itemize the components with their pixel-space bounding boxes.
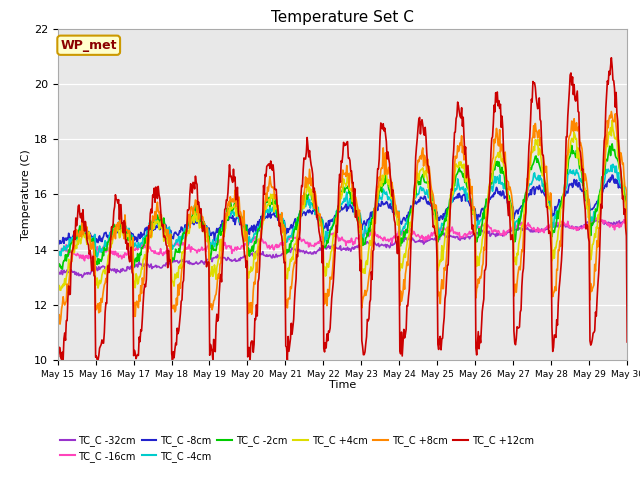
TC_C +12cm [64, 295, 72, 301]
Y-axis label: Temperature (C): Temperature (C) [21, 149, 31, 240]
TC_C +4cm [211, 267, 219, 273]
TC_C +4cm [608, 118, 616, 123]
TC_C -32cm [54, 272, 61, 277]
TC_C -16cm [211, 238, 219, 243]
TC_C -4cm [124, 233, 131, 239]
TC_C -4cm [93, 254, 101, 260]
TC_C -8cm [428, 204, 436, 210]
TC_C -16cm [81, 258, 88, 264]
TC_C +12cm [124, 247, 131, 252]
TC_C -2cm [429, 204, 437, 210]
TC_C -4cm [211, 241, 219, 247]
Line: TC_C -16cm: TC_C -16cm [58, 217, 627, 261]
Line: TC_C -4cm: TC_C -4cm [58, 164, 627, 257]
TC_C +12cm [93, 357, 101, 363]
TC_C -32cm [623, 216, 631, 222]
TC_C +8cm [124, 227, 131, 233]
TC_C -8cm [412, 200, 419, 206]
TC_C -16cm [181, 244, 189, 250]
TC_C -4cm [429, 201, 437, 206]
Line: TC_C -8cm: TC_C -8cm [58, 175, 627, 247]
Text: WP_met: WP_met [60, 39, 117, 52]
TC_C -4cm [54, 254, 61, 260]
TC_C +12cm [623, 339, 631, 345]
TC_C -8cm [623, 207, 631, 213]
Line: TC_C +12cm: TC_C +12cm [58, 58, 627, 360]
TC_C -32cm [78, 275, 86, 280]
TC_C -16cm [623, 219, 631, 225]
TC_C -8cm [64, 237, 72, 242]
TC_C +8cm [65, 282, 72, 288]
Line: TC_C +4cm: TC_C +4cm [58, 120, 627, 290]
TC_C -2cm [608, 141, 616, 147]
TC_C +4cm [54, 286, 61, 292]
TC_C -32cm [211, 255, 219, 261]
TC_C +8cm [607, 108, 615, 114]
TC_C +8cm [429, 192, 437, 197]
TC_C +4cm [413, 180, 420, 186]
Line: TC_C -32cm: TC_C -32cm [58, 219, 627, 277]
TC_C -4cm [64, 244, 72, 250]
TC_C -16cm [124, 252, 131, 257]
TC_C -2cm [211, 247, 219, 253]
TC_C +8cm [413, 177, 420, 183]
Line: TC_C +8cm: TC_C +8cm [58, 111, 627, 324]
TC_C +12cm [54, 350, 61, 356]
Legend: TC_C -32cm, TC_C -16cm, TC_C -8cm, TC_C -4cm, TC_C -2cm, TC_C +4cm, TC_C +8cm, T: TC_C -32cm, TC_C -16cm, TC_C -8cm, TC_C … [56, 431, 538, 466]
TC_C -8cm [211, 237, 218, 243]
TC_C -16cm [413, 233, 420, 239]
TC_C -4cm [413, 193, 420, 199]
TC_C +4cm [57, 288, 65, 293]
TC_C -32cm [124, 264, 131, 270]
X-axis label: Time: Time [329, 380, 356, 390]
TC_C -16cm [64, 248, 72, 254]
TC_C +8cm [623, 286, 631, 292]
TC_C +12cm [211, 349, 219, 355]
TC_C -2cm [65, 247, 72, 253]
TC_C -2cm [54, 259, 61, 265]
TC_C +8cm [54, 319, 61, 324]
TC_C -32cm [413, 239, 420, 244]
TC_C +4cm [124, 234, 131, 240]
TC_C +8cm [56, 321, 64, 327]
TC_C -8cm [608, 172, 616, 178]
TC_C -4cm [181, 230, 189, 236]
TC_C -8cm [180, 226, 188, 232]
TC_C -8cm [54, 244, 61, 250]
TC_C +4cm [623, 254, 631, 260]
TC_C -2cm [58, 266, 66, 272]
TC_C +4cm [65, 256, 72, 262]
Line: TC_C -2cm: TC_C -2cm [58, 144, 627, 269]
TC_C -16cm [589, 215, 596, 220]
TC_C -32cm [181, 259, 189, 264]
TC_C +12cm [181, 243, 189, 249]
TC_C -4cm [623, 220, 631, 226]
TC_C +8cm [211, 293, 219, 299]
TC_C +4cm [429, 208, 437, 214]
TC_C +12cm [607, 55, 615, 60]
TC_C -2cm [623, 230, 631, 236]
TC_C +8cm [181, 236, 189, 242]
Title: Temperature Set C: Temperature Set C [271, 10, 414, 25]
TC_C -8cm [123, 233, 131, 239]
TC_C +12cm [429, 224, 437, 230]
TC_C -16cm [429, 231, 437, 237]
TC_C -4cm [609, 161, 617, 167]
TC_C -2cm [413, 180, 420, 186]
TC_C -32cm [429, 237, 437, 242]
TC_C -16cm [54, 250, 61, 255]
TC_C -2cm [181, 229, 189, 235]
TC_C -32cm [64, 269, 72, 275]
TC_C -2cm [124, 229, 131, 235]
TC_C +4cm [181, 240, 189, 246]
TC_C +12cm [413, 144, 420, 150]
